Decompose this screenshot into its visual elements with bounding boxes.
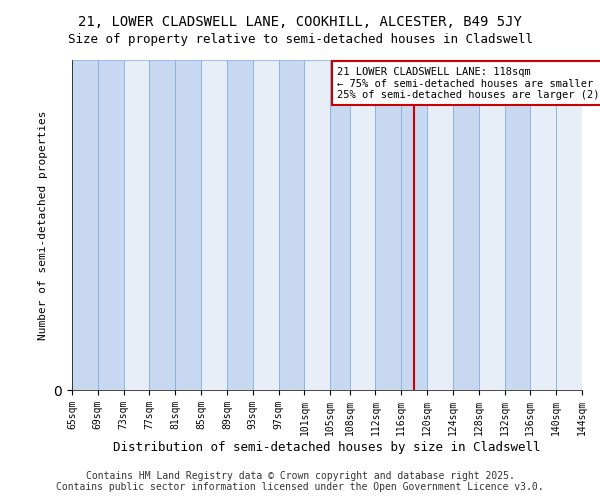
Text: 21, LOWER CLADSWELL LANE, COOKHILL, ALCESTER, B49 5JY: 21, LOWER CLADSWELL LANE, COOKHILL, ALCE… [78, 15, 522, 29]
Bar [227, 60, 253, 390]
Bar [401, 60, 427, 390]
Bar [505, 60, 530, 390]
Bar [556, 60, 582, 390]
Bar [253, 60, 278, 390]
Text: 21 LOWER CLADSWELL LANE: 118sqm
← 75% of semi-detached houses are smaller (6)
25: 21 LOWER CLADSWELL LANE: 118sqm ← 75% of… [337, 66, 600, 100]
Bar [427, 60, 453, 390]
Bar [278, 60, 304, 390]
X-axis label: Distribution of semi-detached houses by size in Cladswell: Distribution of semi-detached houses by … [113, 440, 541, 454]
Bar [376, 60, 401, 390]
Bar [149, 60, 175, 390]
Text: Contains HM Land Registry data © Crown copyright and database right 2025.
Contai: Contains HM Land Registry data © Crown c… [56, 471, 544, 492]
Bar [175, 60, 201, 390]
Bar [201, 60, 227, 390]
Bar [330, 60, 350, 390]
Bar [479, 60, 505, 390]
Y-axis label: Number of semi-detached properties: Number of semi-detached properties [38, 110, 48, 340]
Bar [72, 60, 98, 390]
Text: Size of property relative to semi-detached houses in Cladswell: Size of property relative to semi-detach… [67, 32, 533, 46]
Bar [350, 60, 376, 390]
Bar [124, 60, 149, 390]
Bar [530, 60, 556, 390]
Bar [304, 60, 330, 390]
Bar [98, 60, 124, 390]
Bar [453, 60, 479, 390]
